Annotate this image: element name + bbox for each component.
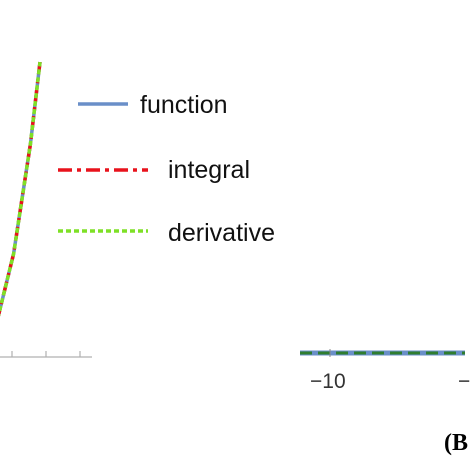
legend-label-integral: integral bbox=[168, 156, 250, 184]
legend-label-function: function bbox=[140, 91, 228, 119]
panel-b-tag: (B bbox=[444, 430, 468, 456]
legend: function integral derivative bbox=[58, 91, 275, 247]
panel-b-curves bbox=[300, 349, 465, 357]
legend-label-derivative: derivative bbox=[168, 219, 275, 247]
panel-a bbox=[0, 61, 92, 358]
panel-b-x-tick-label: −10 bbox=[310, 370, 346, 393]
series-line-integral bbox=[0, 61, 42, 317]
panel-a-curves bbox=[0, 61, 42, 317]
series-line-derivative bbox=[0, 61, 42, 317]
panel-a-x-ticks bbox=[11, 351, 81, 357]
panel-b-x-tick-label: − bbox=[458, 370, 470, 393]
panel-b: −10 − (B bbox=[300, 349, 470, 456]
